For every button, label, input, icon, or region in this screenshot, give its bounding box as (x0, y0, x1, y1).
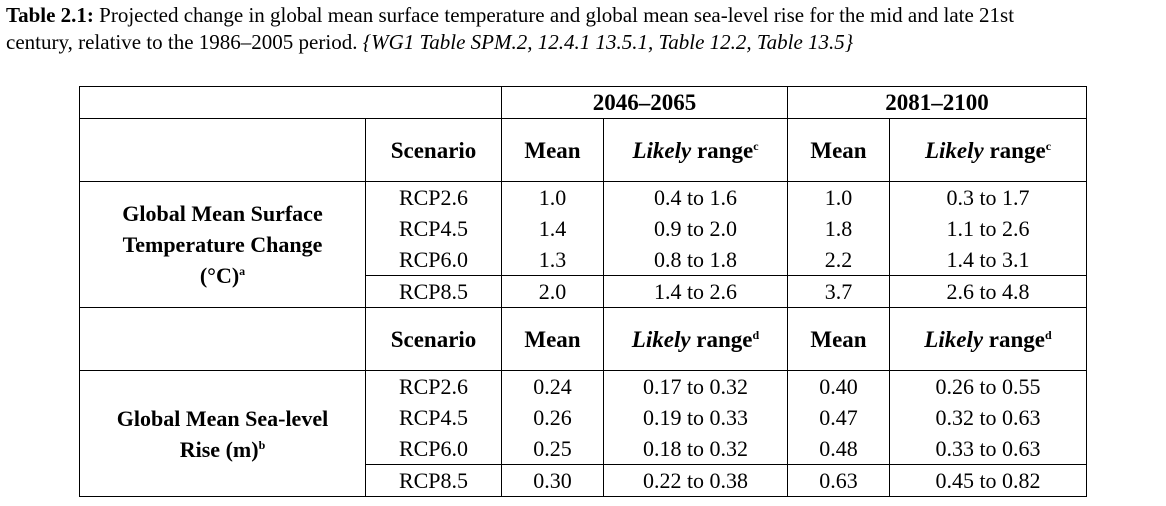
range-footnote-mark: d (752, 327, 760, 342)
scenario-cell: RCP6.0 (365, 433, 502, 465)
mean-cell: 1.8 (787, 213, 890, 244)
mean-cell: 0.24 (501, 370, 604, 402)
range-word: range (691, 137, 754, 163)
mean-cell: 0.26 (501, 402, 604, 433)
table-row: RCP4.5 0.26 0.19 to 0.33 0.47 0.32 to 0.… (80, 402, 1087, 433)
range-cell: 0.32 to 0.63 (889, 402, 1087, 433)
scenario-cell: RCP2.6 (365, 370, 502, 402)
likely-word: Likely (631, 326, 691, 352)
mean-cell: 3.7 (787, 275, 890, 308)
table-row: RCP8.5 2.0 1.4 to 2.6 3.7 2.6 to 4.8 (80, 275, 1087, 308)
mean-cell: 1.3 (501, 244, 604, 276)
row-label-line: (°C) (199, 263, 240, 288)
scenario-cell: RCP8.5 (365, 464, 502, 497)
mean-cell: 0.63 (787, 464, 890, 497)
scenario-cell: RCP6.0 (365, 244, 502, 276)
range-word: range (690, 326, 753, 352)
row-label-blank-cell (79, 118, 366, 182)
range-word: range (983, 326, 1046, 352)
row-label-blank-cell (79, 307, 366, 371)
row-label-temperature: Global Mean Surface Temperature Change (… (79, 181, 366, 308)
corner-cell (79, 86, 502, 119)
row-label-sea-level: Global Mean Sea-level Rise (m)b (79, 370, 366, 497)
likely-word: Likely (924, 326, 984, 352)
mean-cell: 2.0 (501, 275, 604, 308)
mean-cell: 1.0 (787, 181, 890, 213)
table-caption: Table 2.1: Projected change in global me… (6, 2, 1166, 56)
mean-cell: 2.2 (787, 244, 890, 276)
range-cell: 0.22 to 0.38 (603, 464, 788, 497)
label-footnote-mark: b (258, 437, 266, 452)
label-footnote-mark: a (239, 264, 246, 278)
table-row: RCP6.0 0.25 0.18 to 0.32 0.48 0.33 to 0.… (80, 433, 1087, 465)
table-row: RCP6.0 1.3 0.8 to 1.8 2.2 1.4 to 3.1 (80, 244, 1087, 276)
mean-cell: 0.30 (501, 464, 604, 497)
range-footnote-mark: c (1045, 138, 1052, 153)
scenario-cell: RCP8.5 (365, 275, 502, 308)
table-row: Global Mean Sea-level Rise (m)b RCP2.6 0… (79, 370, 1087, 497)
scenario-cell: RCP4.5 (365, 213, 502, 244)
caption-text-2: century, relative to the 1986–2005 perio… (6, 30, 363, 54)
likely-range-header-late: Likely rangec (889, 118, 1087, 182)
caption-text-1: Projected change in global mean surface … (93, 3, 1015, 27)
row-label-line: Global Mean Sea-level (116, 405, 329, 431)
mean-cell: 1.0 (501, 181, 604, 213)
likely-range-header-late: Likely ranged (889, 307, 1087, 371)
range-cell: 0.4 to 1.6 (603, 181, 788, 213)
mean-header-mid: Mean (501, 307, 604, 371)
mean-cell: 0.40 (787, 370, 890, 402)
mean-cell: 1.4 (501, 213, 604, 244)
scenario-cell: RCP2.6 (365, 181, 502, 213)
mean-cell: 0.48 (787, 433, 890, 465)
subheader-row-temperature: Scenario Mean Likely rangec Mean Likely … (79, 118, 1087, 182)
scenario-header: Scenario (365, 118, 502, 182)
caption-line-2: century, relative to the 1986–2005 perio… (6, 29, 1166, 56)
period-header-row: 2046–2065 2081–2100 (79, 86, 1087, 119)
range-cell: 0.45 to 0.82 (889, 464, 1087, 497)
range-cell: 0.9 to 2.0 (603, 213, 788, 244)
table-row: Global Mean Surface Temperature Change (… (79, 181, 1087, 308)
caption-label: Table 2.1: (6, 3, 94, 27)
range-cell: 2.6 to 4.8 (889, 275, 1087, 308)
range-cell: 1.4 to 3.1 (889, 244, 1087, 276)
range-cell: 1.1 to 2.6 (889, 213, 1087, 244)
range-cell: 1.4 to 2.6 (603, 275, 788, 308)
mean-cell: 0.47 (787, 402, 890, 433)
likely-range-header-mid: Likely rangec (603, 118, 788, 182)
range-cell: 0.3 to 1.7 (889, 181, 1087, 213)
range-footnote-mark: c (753, 138, 759, 153)
subheader-row-sea-level: Scenario Mean Likely ranged Mean Likely … (79, 307, 1087, 371)
range-cell: 0.33 to 0.63 (889, 433, 1087, 465)
mean-cell: 0.25 (501, 433, 604, 465)
range-footnote-mark: d (1045, 327, 1052, 342)
range-cell: 0.18 to 0.32 (603, 433, 788, 465)
likely-range-header-mid: Likely ranged (603, 307, 788, 371)
period-header-late: 2081–2100 (787, 86, 1087, 119)
likely-word: Likely (924, 137, 984, 163)
caption-references: {WG1 Table SPM.2, 12.4.1 13.5.1, Table 1… (362, 30, 854, 54)
likely-word: Likely (632, 137, 692, 163)
range-cell: 0.26 to 0.55 (889, 370, 1087, 402)
scenario-header: Scenario (365, 307, 502, 371)
mean-header-mid: Mean (501, 118, 604, 182)
scenario-cell: RCP4.5 (365, 402, 502, 433)
projection-table: 2046–2065 2081–2100 Scenario Mean Likely… (79, 86, 1087, 497)
table-row: RCP4.5 1.4 0.9 to 2.0 1.8 1.1 to 2.6 (80, 213, 1087, 244)
range-cell: 0.19 to 0.33 (603, 402, 788, 433)
range-cell: 0.8 to 1.8 (603, 244, 788, 276)
range-cell: 0.17 to 0.32 (603, 370, 788, 402)
mean-header-late: Mean (787, 118, 890, 182)
period-header-mid: 2046–2065 (501, 86, 788, 119)
mean-header-late: Mean (787, 307, 890, 371)
row-label-line: Global Mean Surface (122, 201, 323, 226)
caption-line-1: Table 2.1: Projected change in global me… (6, 2, 1166, 29)
table-row: RCP8.5 0.30 0.22 to 0.38 0.63 0.45 to 0.… (80, 464, 1087, 497)
row-label-line: Temperature Change (122, 232, 323, 257)
row-label-line: Rise (m) (179, 436, 259, 462)
range-word: range (983, 137, 1046, 163)
